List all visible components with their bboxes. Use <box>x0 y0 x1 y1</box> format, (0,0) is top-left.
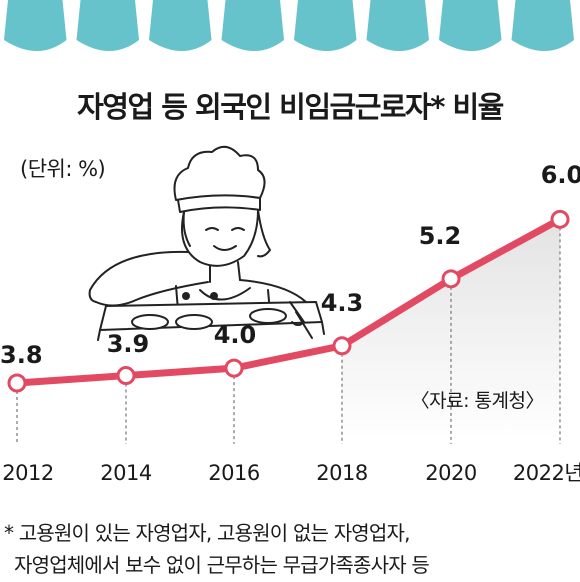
x-tick-label: 2014 <box>100 461 152 485</box>
awning-stripe <box>4 0 67 51</box>
unit-label: (단위: %) <box>20 157 106 181</box>
x-tick-label: 2020 <box>425 461 476 485</box>
x-tick-label: 2018 <box>316 461 367 485</box>
x-tick-label: 2022년 <box>513 461 580 485</box>
awning-stripe <box>76 0 139 51</box>
awning-stripe <box>294 0 357 51</box>
value-label: 5.2 <box>419 222 462 250</box>
awning-stripe <box>511 0 574 51</box>
data-point <box>7 373 27 393</box>
chef-illustration <box>88 145 325 341</box>
awning-stripe <box>149 0 212 51</box>
footnote-line-2: 자영업체에서 보수 없이 근무하는 무급가족종사자 등 <box>14 553 430 577</box>
awning-illustration <box>4 0 574 51</box>
value-label: 4.3 <box>321 289 364 317</box>
chart-title: 자영업 등 외국인 비임금근로자* 비율 <box>77 90 504 124</box>
value-label: 3.8 <box>0 341 43 369</box>
source-note: 〈자료: 통계청〉 <box>410 390 545 412</box>
data-point <box>224 358 244 378</box>
awning-stripe <box>221 0 284 51</box>
x-tick-label: 2012 <box>2 461 53 485</box>
x-tick-label: 2016 <box>208 461 260 485</box>
value-label: 4.0 <box>214 321 257 349</box>
value-label: 6.0 <box>541 161 580 189</box>
awning-stripe <box>366 0 429 51</box>
data-point <box>116 366 136 386</box>
value-label: 3.9 <box>107 330 150 358</box>
series-line <box>13 215 564 387</box>
awning-stripe <box>439 0 502 51</box>
data-point <box>550 209 570 229</box>
data-point <box>332 336 352 356</box>
data-point <box>441 269 461 289</box>
footnote-line-1: * 고용원이 있는 자영업자, 고용원이 없는 자영업자, <box>4 521 410 545</box>
